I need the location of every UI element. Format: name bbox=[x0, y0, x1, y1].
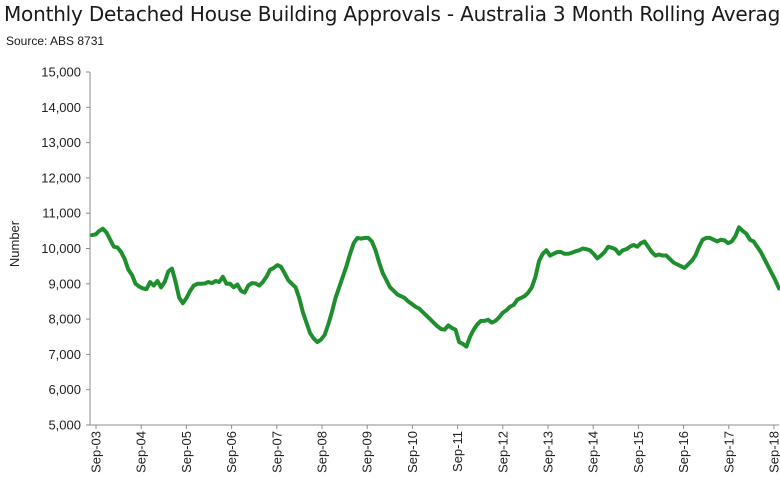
x-tick-label: Sep-12 bbox=[495, 431, 510, 473]
y-tick-label: 5,000 bbox=[48, 418, 81, 433]
chart-axes bbox=[89, 72, 779, 426]
x-tick-label: Sep-07 bbox=[269, 431, 284, 473]
y-tick-label: 6,000 bbox=[48, 382, 81, 397]
x-tick-label: Sep-03 bbox=[89, 431, 104, 473]
y-tick-label: 11,000 bbox=[42, 206, 81, 221]
x-tick-label: Sep-05 bbox=[179, 431, 194, 473]
x-tick-label: Sep-18 bbox=[767, 431, 780, 473]
series-line bbox=[90, 225, 780, 349]
y-axis-label: Number bbox=[7, 220, 22, 267]
x-tick-label: Sep-10 bbox=[405, 431, 420, 473]
chart-title: Monthly Detached House Building Approval… bbox=[4, 2, 780, 26]
x-tick-label: Sep-14 bbox=[586, 431, 601, 473]
y-tick-label: 12,000 bbox=[41, 170, 81, 185]
y-tick-label: 9,000 bbox=[48, 276, 81, 291]
x-tick-label: Sep-09 bbox=[360, 431, 375, 473]
x-tick-label: Sep-16 bbox=[676, 431, 691, 473]
y-tick-label: 8,000 bbox=[48, 312, 81, 327]
y-tick-label: 7,000 bbox=[48, 347, 81, 362]
x-axis-ticks: Sep-03 Sep-04 Sep-05 Sep-06 Sep-07 Sep-08 Sep-… bbox=[89, 425, 780, 473]
x-tick-label: Sep-13 bbox=[541, 431, 556, 473]
y-axis-ticks: 5,000 6,000 7,000 8,000 9,000 10,000 11,000 12,… bbox=[41, 65, 90, 433]
x-tick-label: Sep-11 bbox=[450, 431, 465, 472]
y-tick-label: 10,000 bbox=[41, 241, 81, 256]
y-tick-label: 13,000 bbox=[41, 135, 81, 150]
plot-area bbox=[90, 225, 780, 349]
chart-subtitle: Source: ABS 8731 bbox=[6, 34, 105, 48]
x-tick-label: Sep-04 bbox=[134, 431, 149, 473]
y-tick-label: 14,000 bbox=[41, 100, 81, 115]
x-tick-label: Sep-06 bbox=[224, 431, 239, 473]
y-tick-label: 15,000 bbox=[41, 65, 81, 80]
x-tick-label: Sep-17 bbox=[721, 431, 736, 473]
x-tick-label: Sep-08 bbox=[315, 431, 330, 473]
x-tick-label: Sep-15 bbox=[631, 431, 646, 473]
